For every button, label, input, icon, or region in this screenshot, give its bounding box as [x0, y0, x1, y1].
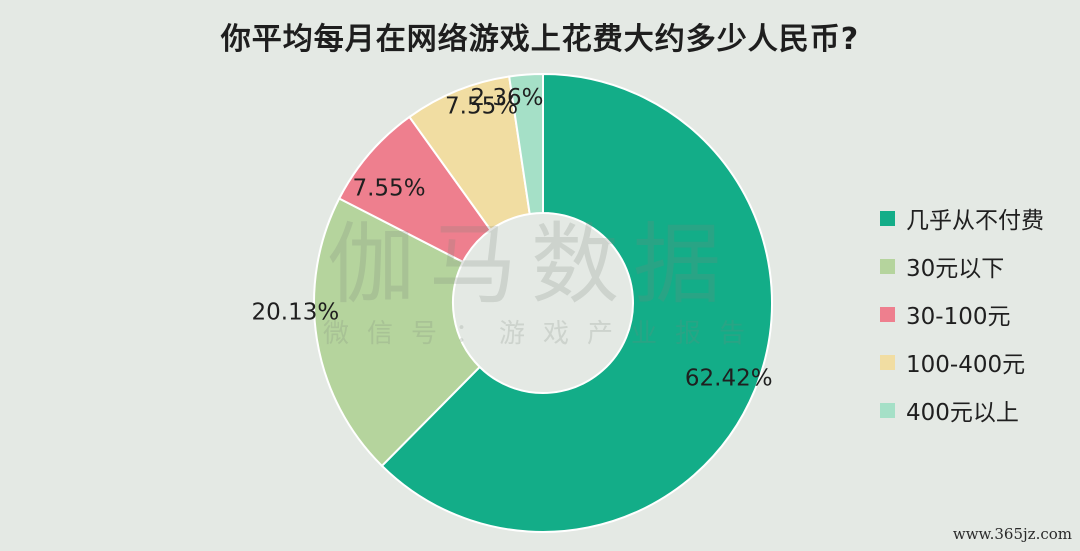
legend-swatch [880, 402, 895, 418]
legend-item: 400元以上 [880, 386, 1044, 434]
legend-label: 400元以上 [906, 400, 1019, 426]
slice-label: 7.55% [352, 176, 425, 202]
slice-label: 62.42% [685, 366, 773, 392]
legend-label: 100-400元 [906, 352, 1026, 378]
legend-label: 30元以下 [906, 256, 1005, 282]
legend-swatch [880, 258, 895, 274]
chart-title: 你平均每月在网络游戏上花费大约多少人民币? [220, 22, 860, 57]
legend-swatch [880, 210, 895, 226]
watermark-sub-text: 微信号：游戏产业报告 [323, 319, 763, 349]
slice-labels: 62.42%20.13%7.55%7.55%2.36% [252, 85, 773, 392]
footer-url: www.365jz.com [952, 525, 1072, 543]
donut-slice [313, 197, 482, 468]
donut-slices [313, 72, 773, 533]
legend-item: 30元以下 [880, 242, 1044, 290]
legend-item: 100-400元 [880, 338, 1044, 386]
slice-label: 2.36% [470, 85, 543, 111]
legend-swatch [880, 354, 895, 370]
donut-slice [380, 72, 773, 533]
donut-slice [508, 72, 544, 216]
legend-item: 30-100元 [880, 290, 1044, 338]
watermark-main-text: 伽马数据 [327, 213, 735, 316]
slice-label: 7.55% [445, 93, 518, 119]
slice-label: 20.13% [252, 299, 340, 325]
legend-label: 几乎从不付费 [906, 208, 1044, 234]
legend-item: 几乎从不付费 [880, 194, 1044, 242]
legend-label: 30-100元 [906, 304, 1011, 330]
watermark: 伽马数据 微信号：游戏产业报告 [323, 213, 763, 349]
chart-legend: 几乎从不付费 30元以下 30-100元 100-400元 400元以上 [880, 194, 1044, 434]
legend-swatch [880, 306, 895, 322]
